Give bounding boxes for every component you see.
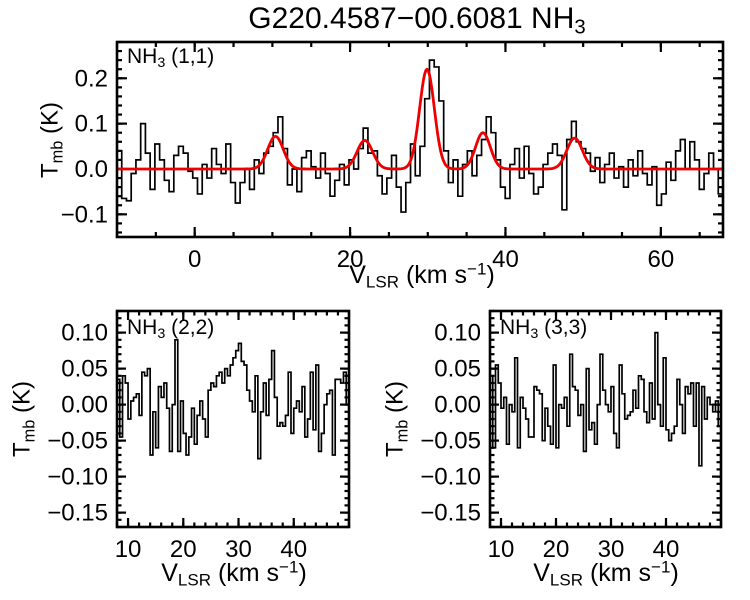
y-tick-label: −0.10 — [420, 464, 481, 491]
x-axis-label-bottom-right: VLSR (km s−1) — [533, 557, 679, 590]
spectrum-histogram-nh3-22 — [117, 338, 349, 460]
panel-label-text: NH — [127, 45, 158, 68]
y-axis-label-text: (K) — [36, 101, 64, 141]
y-axis-label-text: T — [381, 442, 409, 458]
x-axis-label-text: ) — [298, 558, 307, 587]
x-tick-label: 30 — [225, 536, 252, 563]
chart-title-text: G220.4587−00.6081 NH — [248, 2, 575, 35]
panel-label-text: (2,2) — [165, 316, 215, 339]
x-axis-label-sup: −1 — [651, 557, 671, 577]
y-tick-label: −0.15 — [47, 500, 108, 527]
y-tick-label: 0.10 — [61, 320, 108, 347]
panel-label-nh3-22: NH3 (2,2) — [127, 316, 214, 342]
panel-label-sub: 3 — [157, 54, 166, 71]
x-axis-label-text: V — [161, 558, 178, 587]
x-axis-label-text: (km s — [399, 260, 468, 289]
y-axis-label-text: (K) — [381, 380, 409, 420]
panel-label-text: NH — [127, 316, 158, 339]
y-axis-label-bottom-left: Tmb (K) — [9, 381, 40, 457]
y-tick-label: −0.15 — [420, 500, 481, 527]
panel-label-nh3-33: NH3 (3,3) — [500, 316, 587, 342]
x-tick-label: 10 — [115, 536, 142, 563]
panel-label-sub: 3 — [157, 325, 166, 342]
y-axis-label-bottom-right: Tmb (K) — [382, 381, 413, 457]
axes-box-nh3-22 — [115, 309, 351, 529]
y-axis-label-text: (K) — [8, 380, 36, 420]
x-axis-label-sub: LSR — [177, 570, 211, 590]
x-axis-label-text: (km s — [211, 558, 280, 587]
axes-box-nh3-33 — [488, 309, 723, 529]
spectrum-histogram-nh3-11 — [117, 59, 723, 213]
x-axis-label-text: ) — [486, 260, 495, 289]
x-tick-label: 0 — [188, 246, 201, 273]
axes-box-nh3-11 — [115, 40, 725, 239]
y-tick-label: 0.00 — [61, 392, 108, 419]
x-tick-label: 40 — [492, 246, 519, 273]
y-axis-label-sub: mb — [48, 140, 67, 164]
x-tick-label: 30 — [598, 536, 625, 563]
x-axis-label-sub: LSR — [549, 570, 583, 590]
chart-title: G220.4587−00.6081 NH3 — [248, 2, 585, 40]
y-tick-label: 0.0 — [75, 156, 108, 183]
y-tick-label: −0.05 — [420, 428, 481, 455]
x-axis-label-text: ) — [670, 558, 679, 587]
panel-label-text: (1,1) — [165, 45, 215, 68]
y-tick-label: 0.00 — [434, 392, 481, 419]
x-tick-label: 20 — [543, 536, 570, 563]
x-axis-label-text: V — [533, 558, 550, 587]
chart-title-subscript: 3 — [574, 16, 586, 39]
x-axis-label-text: V — [349, 260, 366, 289]
y-axis-label-text: T — [36, 163, 64, 179]
x-tick-label: 40 — [280, 536, 307, 563]
y-axis-label-sub: mb — [20, 419, 39, 443]
panel-label-sub: 3 — [530, 325, 539, 342]
x-tick-label: 60 — [647, 246, 674, 273]
y-tick-label: −0.05 — [47, 428, 108, 455]
x-axis-label-sup: −1 — [467, 259, 487, 279]
y-tick-label: 0.05 — [61, 356, 108, 383]
x-tick-label: 20 — [337, 246, 364, 273]
x-axis-label-top: VLSR (km s−1) — [349, 259, 495, 292]
x-axis-label-sub: LSR — [365, 272, 399, 292]
spectrum-histogram-nh3-33 — [490, 331, 721, 467]
y-tick-label: 0.2 — [75, 65, 108, 92]
x-tick-label: 40 — [653, 536, 680, 563]
x-axis-label-bottom-left: VLSR (km s−1) — [161, 557, 307, 590]
y-tick-label: 0.1 — [75, 111, 108, 138]
y-tick-label: −0.1 — [61, 201, 108, 228]
y-axis-label-text: T — [8, 442, 36, 458]
x-tick-label: 10 — [488, 536, 515, 563]
panel-label-nh3-11: NH3 (1,1) — [127, 45, 214, 71]
y-axis-label-top: Tmb (K) — [37, 102, 68, 178]
x-axis-label-text: (km s — [583, 558, 652, 587]
y-tick-label: 0.05 — [434, 356, 481, 383]
y-tick-label: −0.10 — [47, 464, 108, 491]
y-axis-label-sub: mb — [393, 419, 412, 443]
panel-label-text: NH — [500, 316, 531, 339]
x-tick-label: 20 — [170, 536, 197, 563]
y-tick-label: 0.10 — [434, 320, 481, 347]
panel-label-text: (3,3) — [538, 316, 588, 339]
x-axis-label-sup: −1 — [279, 557, 299, 577]
fit-curve-nh3-11 — [116, 67, 724, 171]
